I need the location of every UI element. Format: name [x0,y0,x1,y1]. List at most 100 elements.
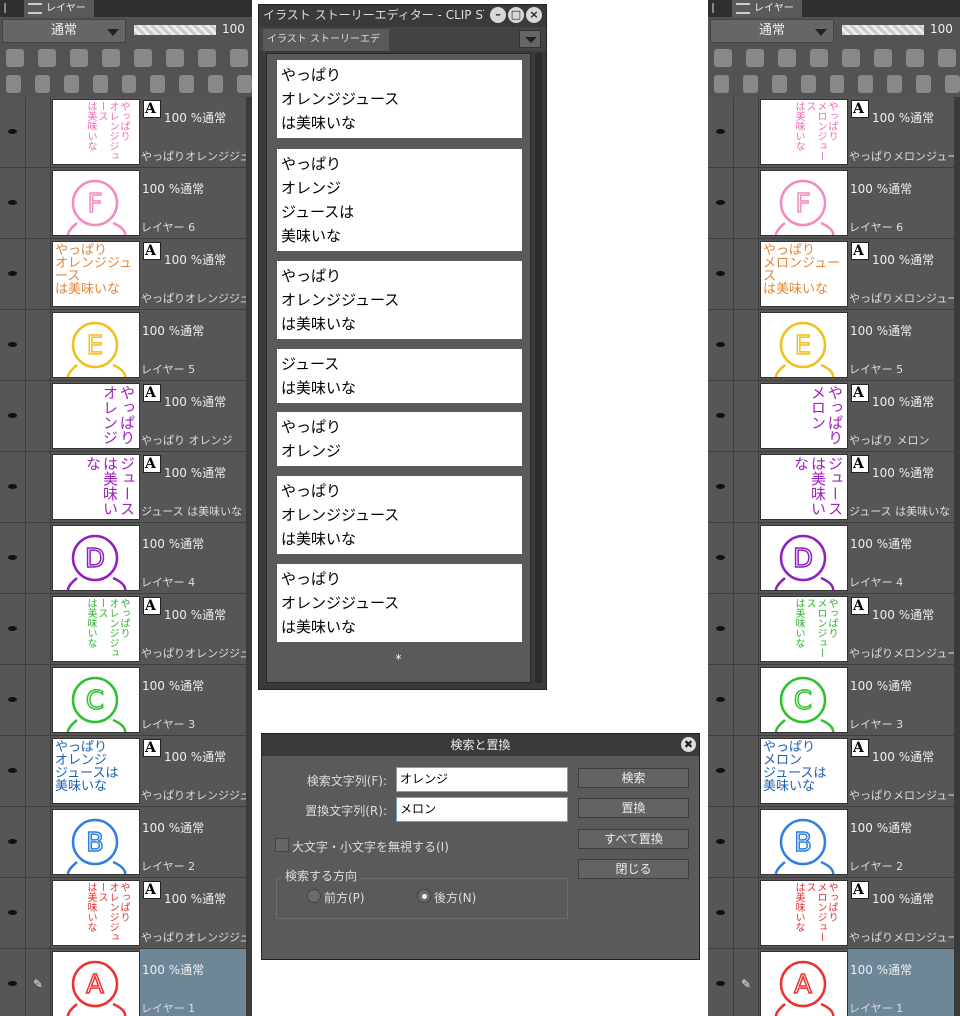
color-swatch[interactable] [714,49,732,67]
eye-icon[interactable] [708,168,734,238]
opacity-value[interactable]: 100 [930,22,953,36]
maximize-button[interactable]: □ [508,7,524,23]
layer-row[interactable]: やっぱり オレンジジュース は美味いな A 100 %通常 やっぱりオレンジジュ… [0,594,250,665]
story-text-block[interactable]: やっぱり オレンジジュース は美味いな [277,261,522,339]
mask-icon[interactable] [887,75,903,93]
layer-row[interactable]: やっぱり メロン ジュースは 美味いな A 100 %通常 やっぱりメロンジュー… [708,736,958,807]
ruler-icon[interactable] [230,49,248,67]
story-text-block[interactable]: やっぱり オレンジジュース は美味いな [277,60,522,138]
opacity-slider[interactable] [842,25,924,35]
eye-icon[interactable] [0,807,26,877]
eye-icon[interactable] [708,310,734,380]
scrollbar[interactable] [954,97,960,1016]
eye-icon[interactable] [708,594,734,664]
eye-icon[interactable] [0,736,26,806]
lock-transparent-icon[interactable] [166,49,184,67]
tab-story-editor[interactable]: イラスト ストーリーエディター✖ [263,29,389,67]
scrollbar[interactable] [535,53,542,683]
eye-icon[interactable] [708,878,734,948]
layer-row[interactable]: やっぱり メロンジュース は美味いな A 100 %通常 やっぱりメロンジュース… [708,878,958,949]
clip-icon[interactable] [746,49,764,67]
layer-row[interactable]: やっぱり メロンジュース は美味いな A 100 %通常 やっぱりメロンジュース… [708,239,958,310]
panel-menu-icon[interactable] [4,3,14,13]
layer-row[interactable]: やっぱり メロン A 100 %通常 やっぱり メロン [708,381,958,452]
eye-icon[interactable] [0,523,26,593]
layer-row[interactable]: ジュース は美味いな A 100 %通常 ジュース は美味いな [708,452,958,523]
draft-icon[interactable] [810,49,828,67]
layer-row[interactable]: D 100 %通常 レイヤー 4 [0,523,250,594]
panel-menu-icon[interactable] [712,3,722,13]
mask-icon[interactable] [179,75,195,93]
eye-icon[interactable] [0,594,26,664]
story-text-block[interactable]: やっぱり オレンジジュース は美味いな [277,476,522,554]
layer-row[interactable]: やっぱり メロンジュース は美味いな A 100 %通常 やっぱりメロンジュース… [708,594,958,665]
layer-row[interactable]: やっぱり オレンジ A 100 %通常 やっぱり オレンジ [0,381,250,452]
close-button[interactable]: × [526,7,542,23]
transfer-down-icon[interactable] [121,75,137,93]
story-text-block[interactable]: やっぱり オレンジ [277,412,522,466]
layer-row[interactable]: ジュース は美味いな A 100 %通常 ジュース は美味いな [0,452,250,523]
close-icon[interactable]: ✖ [681,737,696,752]
eye-icon[interactable] [0,949,26,1016]
minimize-button[interactable]: – [490,7,506,23]
layer-row[interactable]: C 100 %通常 レイヤー 3 [0,665,250,736]
eye-icon[interactable] [708,523,734,593]
clip-icon[interactable] [38,49,56,67]
story-text-area[interactable]: * やっぱり オレンジジュース は美味いな やっぱり オレンジ ジュースは 美味い… [266,53,531,683]
mask-icon[interactable] [906,49,924,67]
close-button[interactable]: 閉じる [578,859,689,879]
layer-row[interactable]: ✎ A 100 %通常 レイヤー 1 [0,949,250,1016]
layer-row[interactable]: F 100 %通常 レイヤー 6 [0,168,250,239]
layer-row[interactable]: やっぱり メロンジュース は美味いな A 100 %通常 やっぱりメロンジュース… [708,97,958,168]
layer-row[interactable]: D 100 %通常 レイヤー 4 [708,523,958,594]
eye-icon[interactable] [0,97,26,167]
layer-row[interactable]: E 100 %通常 レイヤー 5 [0,310,250,381]
eye-icon[interactable] [708,452,734,522]
eye-icon[interactable] [0,239,26,309]
eye-icon[interactable] [708,807,734,877]
layer-property-icon[interactable] [6,75,21,93]
eye-icon[interactable] [708,949,734,1016]
mask-icon[interactable] [198,49,216,67]
reference-icon[interactable] [70,49,88,67]
tab-layer[interactable]: レイヤー [24,0,94,17]
merge-down-icon[interactable] [150,75,166,93]
color-swatch[interactable] [6,49,24,67]
layer-row[interactable]: やっぱり オレンジジュース は美味いな A 100 %通常 やっぱりオレンジジュ… [0,97,250,168]
eye-icon[interactable] [708,665,734,735]
find-button[interactable]: 検索 [578,768,689,788]
layer-row[interactable]: B 100 %通常 レイヤー 2 [0,807,250,878]
eye-icon[interactable] [0,878,26,948]
reference-icon[interactable] [778,49,796,67]
forward-radio[interactable] [307,889,321,903]
apply-mask-icon[interactable] [208,75,224,93]
ruler-icon[interactable] [938,49,956,67]
layer-row[interactable]: E 100 %通常 レイヤー 5 [708,310,958,381]
find-input[interactable]: オレンジ [396,767,568,792]
eye-icon[interactable] [708,381,734,451]
eye-icon[interactable] [708,736,734,806]
layer-row[interactable]: やっぱり オレンジ ジュースは 美味いな A 100 %通常 やっぱりオレンジジ… [0,736,250,807]
lock-icon[interactable] [842,49,860,67]
new-vector-layer-icon[interactable] [63,75,79,93]
opacity-value[interactable]: 100 [222,22,245,36]
story-text-block[interactable]: やっぱり オレンジ ジュースは 美味いな [277,149,522,251]
new-folder-icon[interactable] [92,75,108,93]
apply-mask-icon[interactable] [916,75,932,93]
merge-down-icon[interactable] [858,75,874,93]
new-raster-layer-icon[interactable] [34,75,50,93]
backward-radio[interactable] [417,889,431,903]
blend-mode-dropdown[interactable]: 通常 [2,19,126,43]
layer-row[interactable]: やっぱり オレンジジュース は美味いな A 100 %通常 やっぱりオレンジジュ… [0,239,250,310]
blend-mode-dropdown[interactable]: 通常 [710,19,834,43]
new-vector-layer-icon[interactable] [771,75,787,93]
layer-row[interactable]: F 100 %通常 レイヤー 6 [708,168,958,239]
eye-icon[interactable] [0,310,26,380]
lock-icon[interactable] [134,49,152,67]
story-text-block[interactable]: やっぱり オレンジジュース は美味いな [277,564,522,642]
layer-row[interactable]: やっぱり オレンジジュース は美味いな A 100 %通常 やっぱりオレンジジュ… [0,878,250,949]
replace-button[interactable]: 置換 [578,798,689,818]
eye-icon[interactable] [0,665,26,735]
opacity-slider[interactable] [134,25,216,35]
story-text-block[interactable]: ジュース は美味いな [277,349,522,403]
